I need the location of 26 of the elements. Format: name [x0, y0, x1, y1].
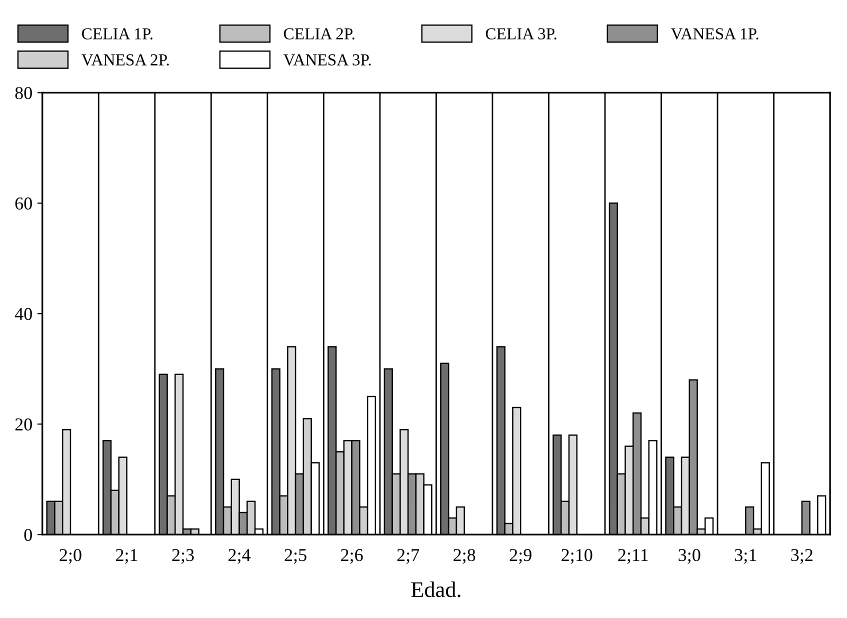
- y-tick-label: 80: [15, 86, 32, 100]
- legend-label: CELIA 1P.: [82, 28, 152, 40]
- x-tick-label: 2;1: [116, 549, 138, 564]
- legend-label: VANESA 2P.: [81, 54, 169, 66]
- x-tick-label: 2;8: [454, 548, 476, 564]
- y-tick-label: 60: [15, 197, 32, 210]
- legend-label: VANESA 3P.: [283, 54, 371, 66]
- x-tick-label: 2;7: [397, 549, 420, 564]
- x-axis-title: Edad.: [411, 582, 460, 598]
- x-tick-label: 2;11: [618, 549, 648, 564]
- x-tick-label: 3;1: [734, 549, 756, 564]
- x-tick-label: 2;5: [284, 549, 306, 564]
- x-tick-label: 2;4: [228, 549, 251, 564]
- legend-label: VANESA 1P.: [670, 28, 758, 40]
- x-tick-label: 3;0: [678, 548, 700, 564]
- x-tick-label: 2;10: [562, 548, 592, 564]
- legend-label: CELIA 3P.: [486, 28, 556, 40]
- y-tick-label: 40: [14, 308, 32, 320]
- y-tick-label: 0: [24, 528, 32, 542]
- legend-label: CELIA 2P.: [284, 28, 354, 40]
- x-tick-label: 2;3: [172, 549, 194, 564]
- y-tick-label: 20: [15, 418, 32, 431]
- x-tick-label: 3;2: [791, 549, 812, 564]
- x-tick-label: 2;0: [60, 548, 82, 564]
- x-tick-label: 2;6: [341, 549, 363, 564]
- x-tick-label: 2;9: [510, 549, 532, 564]
